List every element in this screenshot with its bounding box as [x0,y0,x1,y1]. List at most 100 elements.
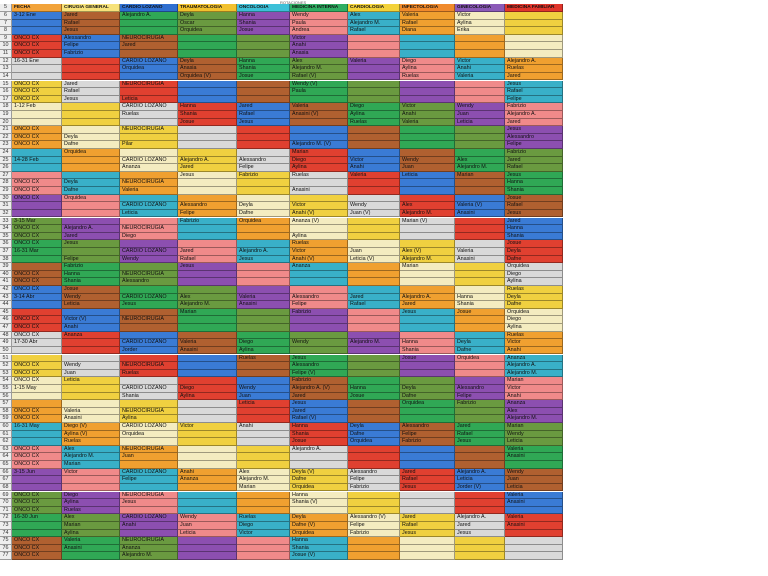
row-number: 75 [0,537,12,545]
cell [455,499,505,507]
cell: Jesus [400,529,455,538]
cell [237,331,290,340]
cell: Ananza [290,263,348,271]
cell: Leticia [237,400,290,408]
column-header: GINECOLOGIA [455,4,505,12]
cell [348,377,400,385]
row-number: 64 [0,453,12,462]
cell: Ruelas [505,331,563,340]
row-number: 48 [0,331,12,340]
row-number: 63 [0,445,12,454]
cell [178,400,237,408]
cell [237,537,290,545]
cell: Jesus [400,483,455,492]
cell [455,179,505,188]
cell: Valeria [62,537,120,545]
cell: Shania [455,301,505,309]
cell: Shania [178,110,237,119]
cell: Josue [290,438,348,446]
cell: Erika [455,27,505,35]
cell: Alejandro M. [62,453,120,462]
cell: Marian [178,308,237,317]
cell: Valeria [455,72,505,81]
cell [178,80,237,89]
cell: Diego (V) [62,423,120,431]
cell: Alejandro M. [290,65,348,73]
cell [120,50,178,58]
cell [12,118,62,127]
cell: Victor [178,423,237,431]
cell: Anahi (V) [290,255,348,264]
cell [12,521,62,530]
cell [120,194,178,203]
cell: Jared [290,407,348,416]
cell: Diana [400,27,455,35]
cell [178,445,237,454]
cell [455,34,505,43]
cell: Jared [290,392,348,401]
cell [455,453,505,462]
cell: Anasini (V) [290,110,348,119]
cell: Deyla [348,423,400,431]
cell [120,88,178,96]
cell: Ananza [505,354,563,363]
cell: Deyla [178,57,237,66]
cell [348,232,400,241]
cell [178,369,237,378]
cell: Deyla [178,12,237,20]
cell: Ruelas [237,354,290,363]
cell [400,133,455,142]
cell: Jared [62,80,120,89]
cell: Alejandro M. [178,301,237,309]
cell [62,171,120,180]
cell: NEUROCIRUGIA [120,126,178,134]
cell [178,354,237,363]
cell [178,42,237,51]
cell: Victor [290,247,348,256]
cell: NEUROCIRUGIA [120,362,178,370]
cell [237,141,290,149]
cell [400,187,455,195]
cell: Juan [178,521,237,530]
cell [12,400,62,408]
cell: Deyla [400,384,455,393]
cell: Anahi [505,392,563,401]
cell [178,95,237,104]
cell: CARDIO LOZANO [120,156,178,165]
cell: Dafne [455,346,505,355]
cell [62,346,120,355]
cell [400,179,455,188]
cell [12,27,62,35]
cell: Diego [178,384,237,393]
row-number: 44 [0,301,12,309]
row-number: 39 [0,263,12,271]
cell [178,126,237,134]
cell: Valeria [178,339,237,347]
cell [400,506,455,515]
cell: CARDIO LOZANO [120,514,178,522]
cell: Jesus [505,126,563,134]
cell [348,141,400,149]
cell [348,537,400,545]
cell: NEUROCIRUGIA [120,407,178,416]
row-number: 28 [0,179,12,188]
cell: Rafael [505,88,563,96]
cell [400,232,455,241]
cell: Victor [290,34,348,43]
cell: Diego [505,270,563,279]
cell [348,126,400,134]
cell [178,362,237,370]
cell [62,400,120,408]
cell [62,392,120,401]
cell [455,42,505,51]
cell [12,483,62,492]
cell: Rafael [348,27,400,35]
row-number: 14 [0,72,12,81]
cell [348,324,400,332]
cell [178,278,237,286]
row-number: 56 [0,392,12,401]
cell: 1-12 Feb [12,103,62,111]
cell [455,187,505,195]
cell [348,362,400,370]
cell [120,461,178,469]
